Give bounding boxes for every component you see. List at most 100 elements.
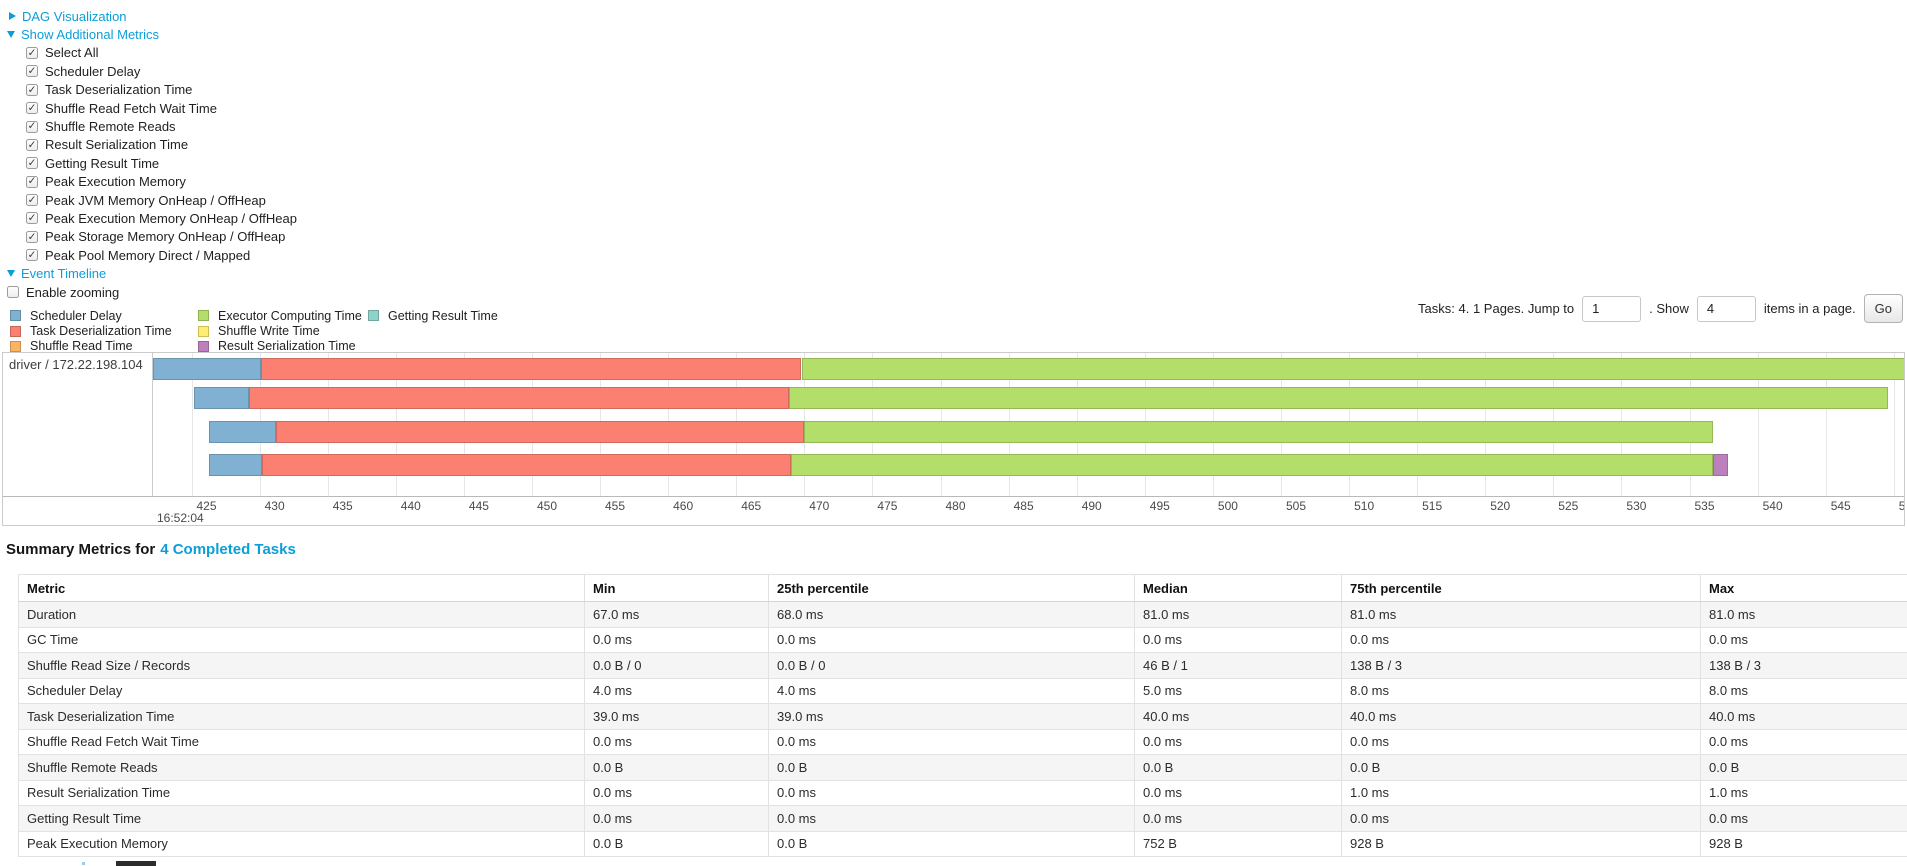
metric-value-cell: 67.0 ms [585,602,769,628]
task-bar-segment-scheduler_delay[interactable] [209,454,262,476]
metric-value-cell: 0.0 B [1135,755,1342,781]
task-bar-segment-executor_computing[interactable] [804,421,1712,443]
metric-value-cell: 39.0 ms [585,704,769,730]
metric-value-cell: 0.0 ms [1701,729,1907,755]
check-mark-icon: ✓ [28,140,37,151]
metric-checkbox[interactable]: ✓ [26,47,38,59]
column-header: Max [1701,575,1907,602]
check-mark-icon: ✓ [28,250,37,261]
legend-swatch [368,310,379,321]
metric-value-cell: 752 B [1135,831,1342,857]
time-axis-line [3,496,1904,497]
metric-value-cell: 0.0 ms [585,780,769,806]
check-mark-icon: ✓ [28,48,37,59]
metric-value-cell: 0.0 ms [1342,627,1701,653]
dag-visualization-toggle[interactable]: DAG Visualization [22,9,127,24]
axis-tick-label: 545 [1831,499,1851,513]
metric-value-cell: 0.0 ms [1701,806,1907,832]
column-header: Median [1135,575,1342,602]
completed-tasks-link[interactable]: 4 Completed Tasks [160,541,296,558]
metric-value-cell: 0.0 B [1342,755,1701,781]
axis-tick-label: 540 [1763,499,1783,513]
metric-name-cell: Shuffle Read Fetch Wait Time [19,729,585,755]
metric-value-cell: 928 B [1342,831,1701,857]
task-bar-segment-scheduler_delay[interactable] [153,358,261,380]
task-bar-segment-scheduler_delay[interactable] [194,387,249,409]
jump-to-page-input[interactable] [1582,296,1641,322]
check-mark-icon: ✓ [28,85,37,96]
event-timeline-toggle[interactable]: Event Timeline [21,266,106,281]
axis-tick-label: 470 [809,499,829,513]
metric-checkbox[interactable]: ✓ [26,194,38,206]
metric-value-cell: 46 B / 1 [1135,653,1342,679]
task-bar-segment-executor_computing[interactable] [791,454,1714,476]
metric-checkbox[interactable]: ✓ [26,231,38,243]
legend-item: Shuffle Write Time [198,323,368,338]
metric-checkbox[interactable]: ✓ [26,176,38,188]
metric-checkbox[interactable]: ✓ [26,249,38,261]
stage-controls: DAG Visualization Show Additional Metric… [0,7,297,301]
dag-visualization-row: DAG Visualization [0,7,297,25]
metric-value-cell: 0.0 ms [1342,806,1701,832]
axis-tick-label: 515 [1422,499,1442,513]
task-bar-segment-task_deserialization[interactable] [249,387,790,409]
metric-value-cell: 0.0 ms [1342,729,1701,755]
task-bar-segment-task_deserialization[interactable] [262,454,790,476]
legend-swatch [10,341,21,352]
metric-checkbox-row: ✓Getting Result Time [0,154,297,172]
metric-checkbox-label: Shuffle Remote Reads [45,119,176,134]
metric-checkbox-label: Shuffle Read Fetch Wait Time [45,101,217,116]
metric-checkbox[interactable]: ✓ [26,139,38,151]
task-bar-segment-task_deserialization[interactable] [276,421,804,443]
metric-name-cell: Result Serialization Time [19,780,585,806]
metric-checkbox[interactable]: ✓ [26,84,38,96]
enable-zooming-row: Enable zooming [0,283,297,301]
metric-value-cell: 68.0 ms [769,602,1135,628]
show-additional-metrics-row: Show Additional Metrics [0,25,297,43]
go-button[interactable]: Go [1864,294,1903,323]
metric-value-cell: 5.0 ms [1135,678,1342,704]
metric-checkbox-label: Peak Pool Memory Direct / Mapped [45,248,250,263]
metric-value-cell: 138 B / 3 [1701,653,1907,679]
pagination-show-text: . Show [1649,301,1689,316]
event-timeline-row: Event Timeline [0,264,297,282]
metric-value-cell: 0.0 ms [1135,806,1342,832]
show-additional-metrics-toggle[interactable]: Show Additional Metrics [21,27,159,42]
task-bar-segment-scheduler_delay[interactable] [209,421,276,443]
legend-swatch [198,326,209,337]
page-size-input[interactable] [1697,296,1756,322]
metric-value-cell: 81.0 ms [1701,602,1907,628]
metric-value-cell: 40.0 ms [1342,704,1701,730]
legend-item: Executor Computing Time [198,308,368,323]
metric-value-cell: 81.0 ms [1135,602,1342,628]
metric-checkbox-row: ✓ Peak Pool Memory Direct / Mapped [0,246,297,264]
check-mark-icon: ✓ [28,213,37,224]
metric-checkbox-label: Task Deserialization Time [45,82,192,97]
axis-tick-label: 525 [1558,499,1578,513]
enable-zooming-checkbox[interactable] [7,286,19,298]
metric-checkbox[interactable]: ✓ [26,102,38,114]
axis-tick-label: 495 [1150,499,1170,513]
metric-checkbox[interactable]: ✓ [26,212,38,224]
check-mark-icon: ✓ [28,176,37,187]
metric-checkbox[interactable]: ✓ [26,121,38,133]
metric-checkbox-row: ✓Select All [0,44,297,62]
metric-checkbox[interactable]: ✓ [26,157,38,169]
metric-checkbox[interactable]: ✓ [26,65,38,77]
expanded-arrow-icon [7,270,15,277]
task-bar-segment-executor_computing[interactable] [789,387,1888,409]
metric-value-cell: 0.0 ms [769,627,1135,653]
metric-checkbox-row: ✓Scheduler Delay [0,62,297,80]
task-bar-segment-executor_computing[interactable] [802,358,1905,380]
task-bar-segment-result_serialization[interactable] [1713,454,1728,476]
task-bar-segment-task_deserialization[interactable] [261,358,802,380]
